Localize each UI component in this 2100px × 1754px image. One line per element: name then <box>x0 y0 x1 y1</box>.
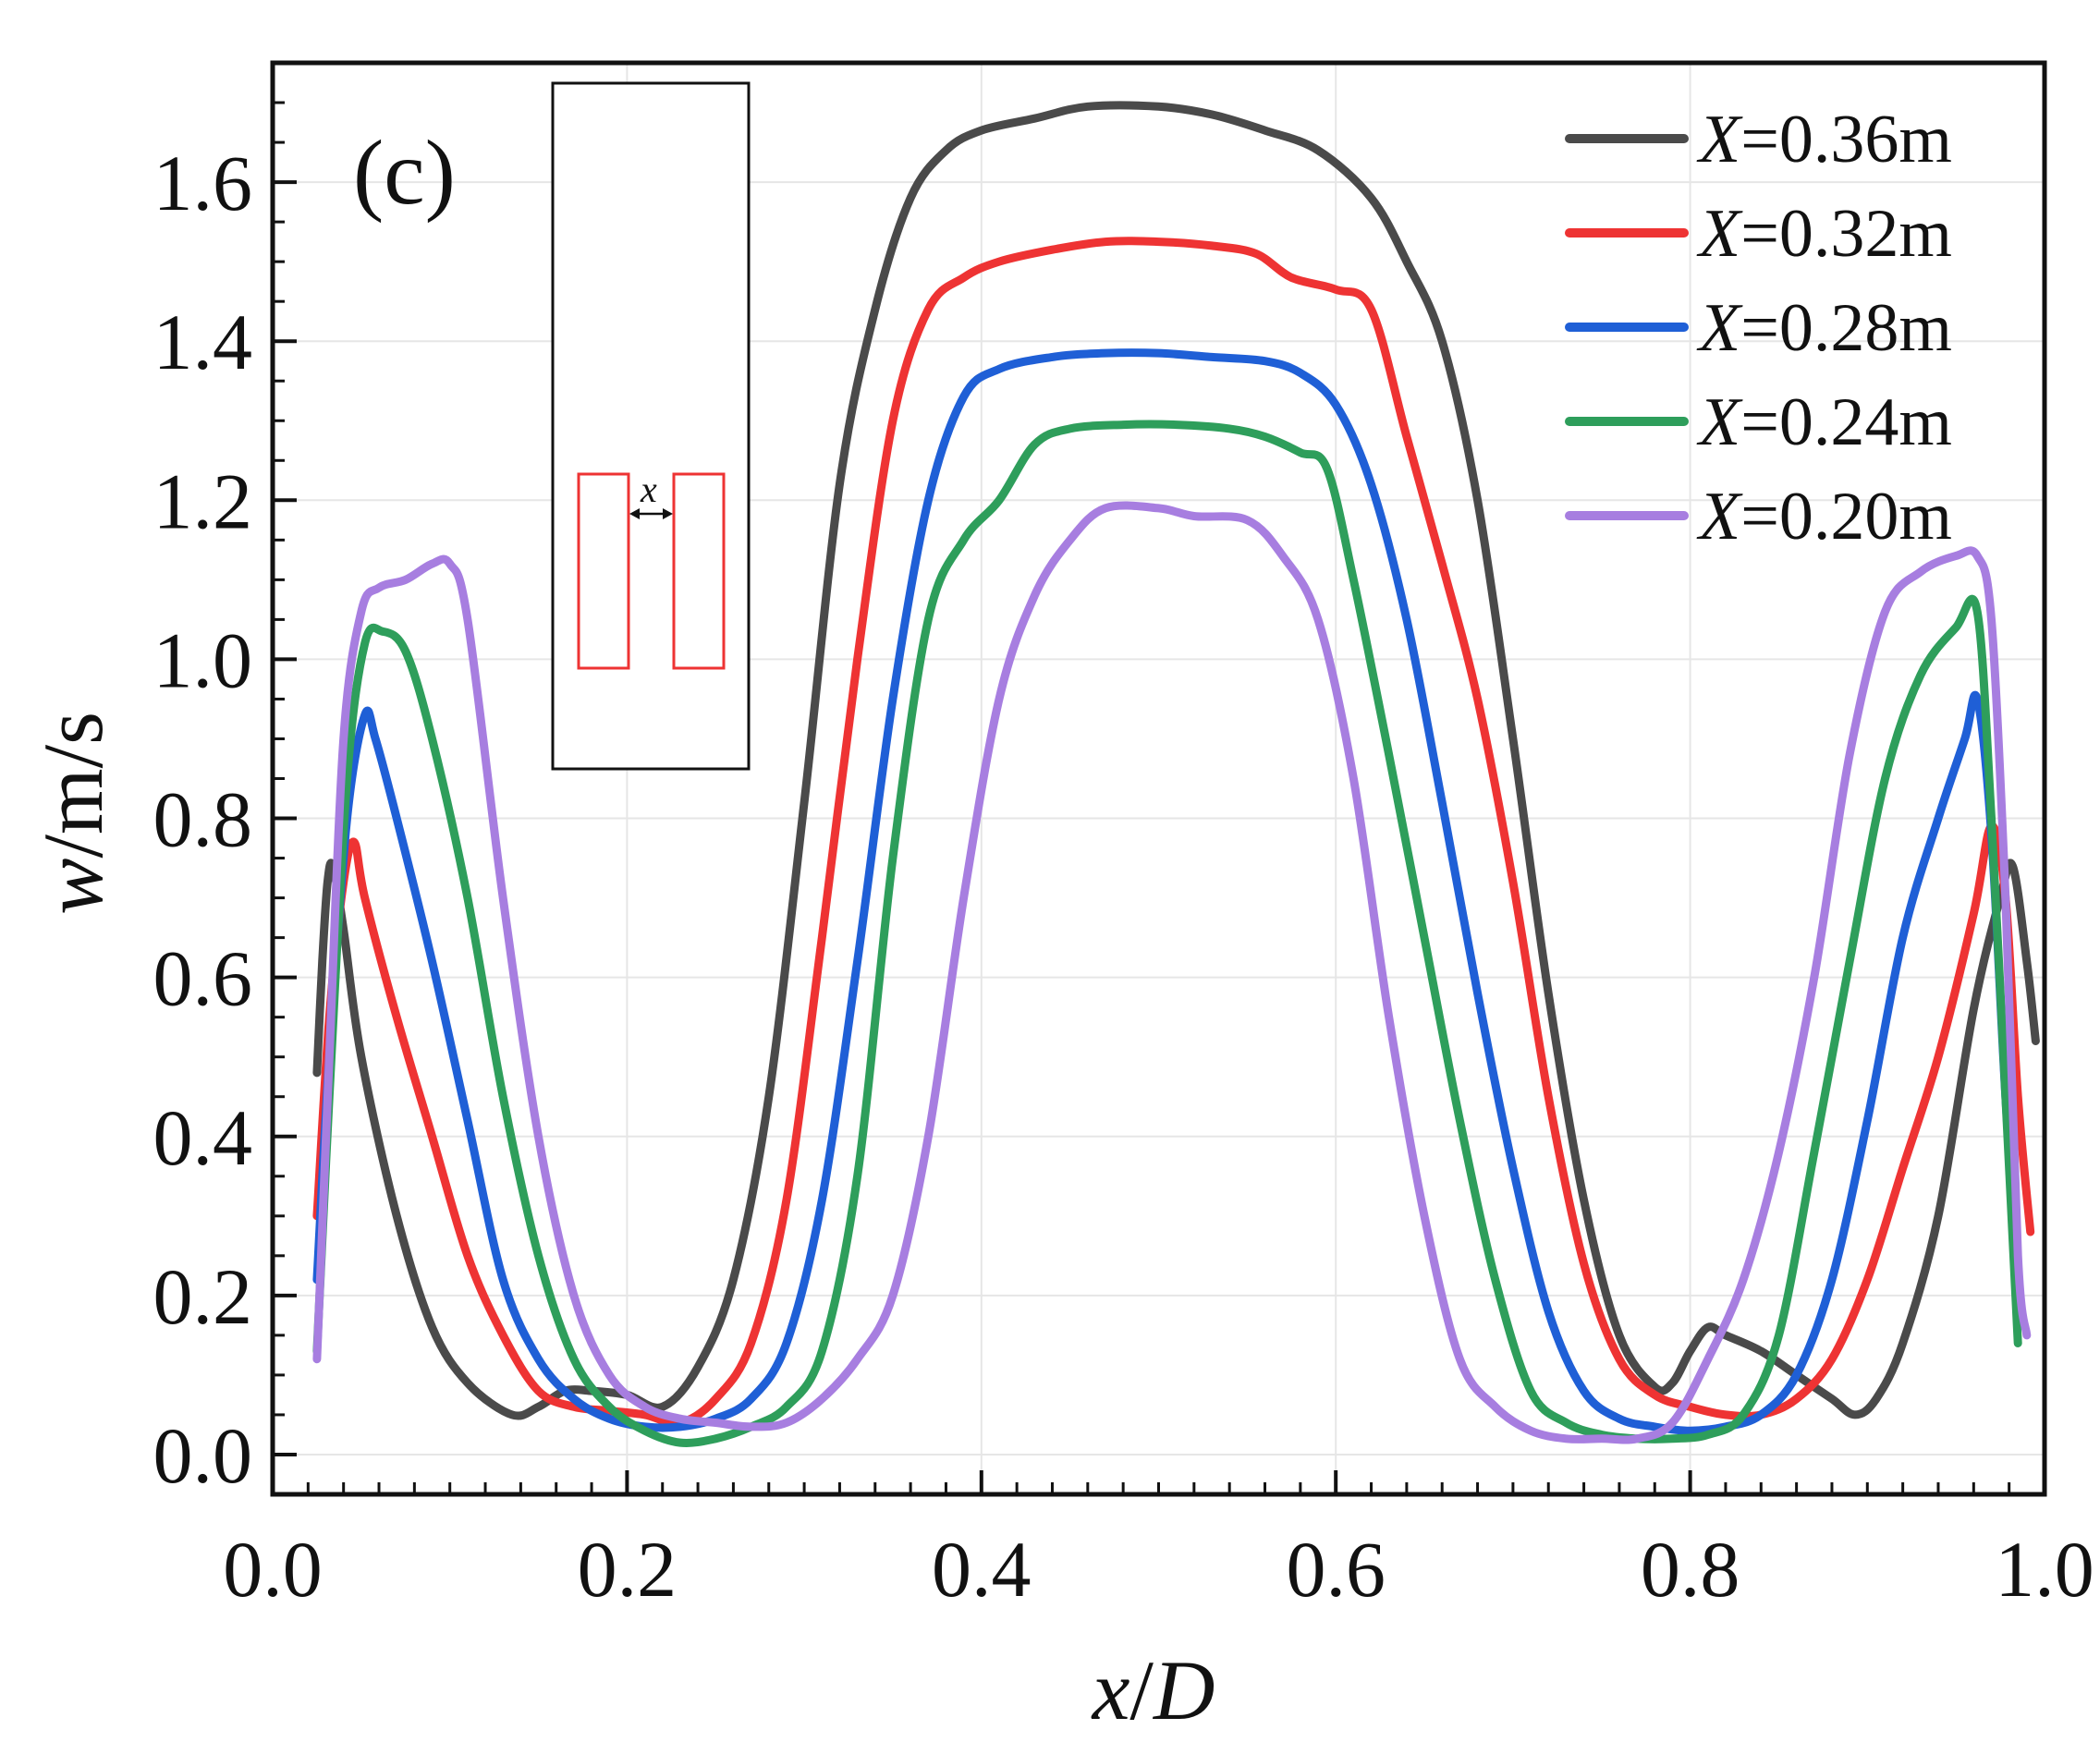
series-layer <box>312 101 2040 1447</box>
inset-arrow-head-right <box>663 508 673 519</box>
inset-frame <box>551 81 751 771</box>
x-tick-label: 0.6 <box>1286 1525 1386 1614</box>
y-tick-label: 1.4 <box>153 298 253 386</box>
tick-labels: 0.0 0.2 0.4 0.6 0.8 1.0 0.0 0.2 0.4 0.6 0.8 1.0 1.2 1… <box>153 139 2094 1614</box>
inset-right-block <box>672 472 726 670</box>
series-line-x-0-36m <box>312 101 2040 1420</box>
y-tick-label: 1.6 <box>153 139 253 227</box>
series-line-x-0-24m <box>312 420 2022 1447</box>
y-tick-label: 0.0 <box>153 1411 253 1500</box>
legend: X=0.36m X=0.32m X=0.28m X=0.24m X=0.20m <box>1565 102 1952 554</box>
panel-label: (c) <box>353 121 456 224</box>
x-tick-label: 0.2 <box>578 1525 678 1614</box>
series-line-x-0-20m <box>312 501 2032 1444</box>
inset-diagram: x <box>551 81 751 771</box>
legend-label-x-0-36m: X=0.36m <box>1696 102 1952 177</box>
legend-label-x-0-20m: X=0.20m <box>1696 479 1952 554</box>
series-line-x-0-32m <box>312 237 2035 1428</box>
legend-label-x-0-32m: X=0.32m <box>1696 196 1952 272</box>
inset-arrow-head-left <box>629 508 640 519</box>
y-tick-label: 0.8 <box>153 775 253 864</box>
series-line-x-0-28m <box>312 348 2022 1435</box>
y-tick-label: 1.2 <box>153 457 253 545</box>
y-tick-label: 1.0 <box>153 615 253 704</box>
x-axis-title: x/D <box>1091 1643 1215 1737</box>
y-tick-label: 0.2 <box>153 1252 253 1341</box>
inset-left-block <box>577 472 630 670</box>
y-axis-title: w/m/s <box>26 712 120 915</box>
x-tick-label: 0.8 <box>1641 1525 1740 1614</box>
grid <box>272 63 2045 1494</box>
y-tick-label: 0.4 <box>153 1093 253 1182</box>
ticks <box>271 61 2046 1494</box>
x-tick-label: 0.0 <box>223 1525 323 1614</box>
inset-gap-label: x <box>640 469 657 510</box>
x-tick-label: 1.0 <box>1995 1525 2094 1614</box>
legend-label-x-0-24m: X=0.24m <box>1696 384 1952 460</box>
legend-label-x-0-28m: X=0.28m <box>1696 290 1952 366</box>
x-tick-label: 0.4 <box>932 1525 1032 1614</box>
y-tick-label: 0.6 <box>153 934 253 1023</box>
